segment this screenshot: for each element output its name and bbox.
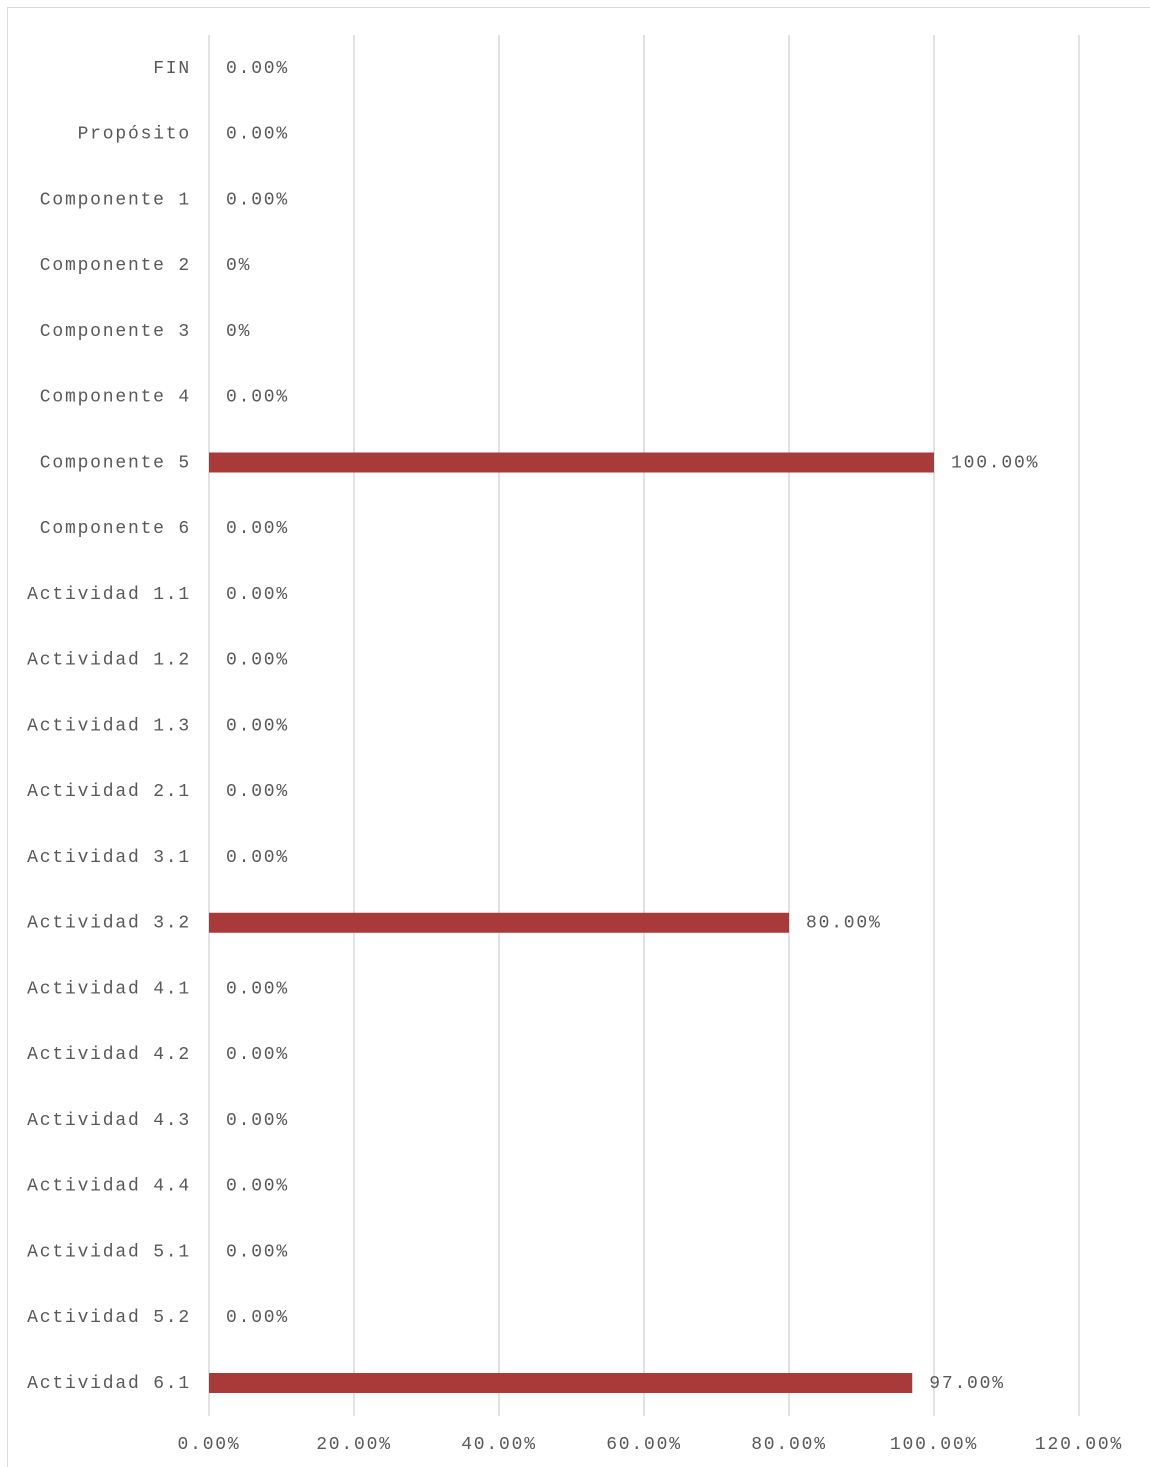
y-tick-label: Actividad 6.1 [27,1374,191,1394]
data-label: 0.00% [226,519,289,539]
data-label: 0.00% [226,585,289,605]
data-label: 100.00% [951,453,1039,473]
y-tick-label: Actividad 3.1 [27,848,191,868]
y-tick-label: Componente 5 [40,453,191,473]
data-label: 0.00% [226,979,289,999]
y-tick-label: Actividad 4.2 [27,1045,191,1065]
data-label: 0.00% [226,388,289,408]
y-tick-label: FIN [153,59,191,79]
bar [209,452,934,473]
y-tick-label: Actividad 5.1 [27,1242,191,1262]
x-tick-label: 40.00% [461,1435,537,1455]
data-label: 0.00% [226,1308,289,1328]
x-tick-label: 60.00% [606,1435,682,1455]
chart-frame [7,7,1150,1467]
y-tick-label: Actividad 1.3 [27,716,191,736]
data-label: 0.00% [226,59,289,79]
y-tick-label: Componente 6 [40,519,191,539]
bar [209,1373,913,1393]
y-tick-label: Componente 1 [40,190,191,210]
data-label: 0.00% [226,782,289,802]
y-tick-label: Componente 3 [40,322,191,342]
data-label: 0.00% [226,716,289,736]
data-label: 0% [226,322,251,342]
data-label: 0.00% [226,1045,289,1065]
y-tick-label: Actividad 4.3 [27,1111,191,1131]
x-tick-label: 20.00% [316,1435,392,1455]
y-tick-label: Actividad 3.2 [27,914,191,934]
bar [209,912,789,933]
x-tick-label: 120.00% [1035,1435,1123,1455]
data-label: 80.00% [806,914,882,934]
data-label: 0.00% [226,651,289,671]
y-tick-label: Actividad 1.2 [27,651,191,671]
x-tick-label: 0.00% [177,1435,240,1455]
y-tick-label: Actividad 2.1 [27,782,191,802]
y-tick-label: Componente 2 [40,256,191,276]
y-tick-label: Actividad 1.1 [27,585,191,605]
x-tick-label: 80.00% [751,1435,827,1455]
data-label: 0.00% [226,1242,289,1262]
data-label: 0.00% [226,848,289,868]
y-tick-label: Actividad 4.1 [27,979,191,999]
data-label: 0% [226,256,251,276]
data-label: 97.00% [929,1374,1005,1394]
y-tick-label: Propósito [78,125,191,145]
data-label: 0.00% [226,190,289,210]
data-label: 0.00% [226,125,289,145]
y-tick-label: Componente 4 [40,388,191,408]
x-tick-label: 100.00% [890,1435,978,1455]
y-tick-label: Actividad 5.2 [27,1308,191,1328]
data-label: 0.00% [226,1177,289,1197]
y-tick-label: Actividad 4.4 [27,1177,191,1197]
data-label: 0.00% [226,1111,289,1131]
